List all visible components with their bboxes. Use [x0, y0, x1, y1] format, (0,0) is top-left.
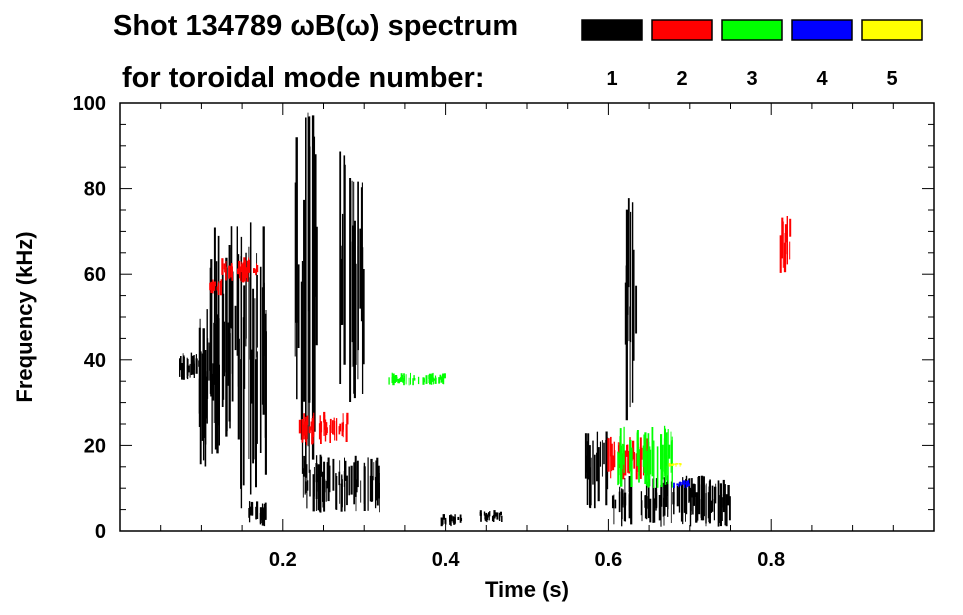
series-1-region-7: [302, 454, 381, 513]
y-tick-label: 60: [84, 264, 106, 286]
y-tick-label: 0: [95, 521, 106, 543]
series-1-region-9: [440, 514, 463, 527]
series-2-region-5: [779, 216, 792, 273]
legend-label-1: 1: [606, 68, 617, 90]
legend-label-3: 3: [746, 68, 757, 90]
legend-label-4: 4: [816, 68, 828, 90]
series-1-region-4: [237, 222, 267, 509]
series-2-region-3: [298, 411, 349, 446]
y-tick-label: 80: [84, 179, 106, 201]
series-1-region-5: [248, 501, 267, 527]
x-tick-label: 0.4: [432, 549, 461, 571]
legend-swatch-4: [791, 19, 853, 41]
legend-label-2: 2: [676, 68, 687, 90]
legend: 1 2 3 4 5: [581, 19, 923, 90]
y-tick-label: 40: [84, 350, 106, 372]
legend-swatch-5: [861, 19, 923, 41]
series-3-region-2: [617, 425, 673, 489]
chart-title-line2: for toroidal mode number:: [122, 62, 485, 94]
series-1-region-3: [209, 226, 239, 437]
series-1-region-1: [178, 352, 202, 380]
x-axis-label: Time (s): [485, 577, 569, 602]
series-1-region-12: [611, 475, 731, 527]
x-tick-label: 0.2: [269, 549, 297, 571]
legend-swatch-2: [651, 19, 713, 41]
legend-label-5: 5: [886, 68, 897, 90]
series-1-region-6: [294, 112, 318, 478]
legend-swatch-1: [581, 19, 643, 41]
series-1-region-11: [584, 431, 609, 509]
x-tick-label: 0.6: [594, 549, 622, 571]
axis-ticks: 0.2 0.4 0.6 0.8 0 20 40 60 80 100: [73, 93, 934, 571]
series-2-region-4: [607, 436, 649, 480]
series-5-region-1: [668, 462, 682, 467]
x-tick-label: 0.8: [757, 549, 785, 571]
y-tick-label: 20: [84, 435, 106, 457]
plot-data-layer: [178, 112, 792, 527]
series-1-region-8: [339, 151, 365, 402]
y-tick-label: 100: [73, 93, 106, 115]
chart-title-line1: Shot 134789 ωB(ω) spectrum: [113, 10, 518, 42]
y-axis-label: Frequency (kHz): [12, 231, 37, 402]
series-4-region-1: [673, 480, 690, 489]
plot-frame: [119, 102, 935, 532]
series-1-region-13: [624, 198, 638, 421]
series-3-region-1: [388, 372, 446, 386]
series-2-region-1: [209, 279, 223, 296]
series-2-region-2: [221, 257, 259, 283]
series-1-region-10: [479, 510, 503, 523]
legend-swatch-3: [721, 19, 783, 41]
